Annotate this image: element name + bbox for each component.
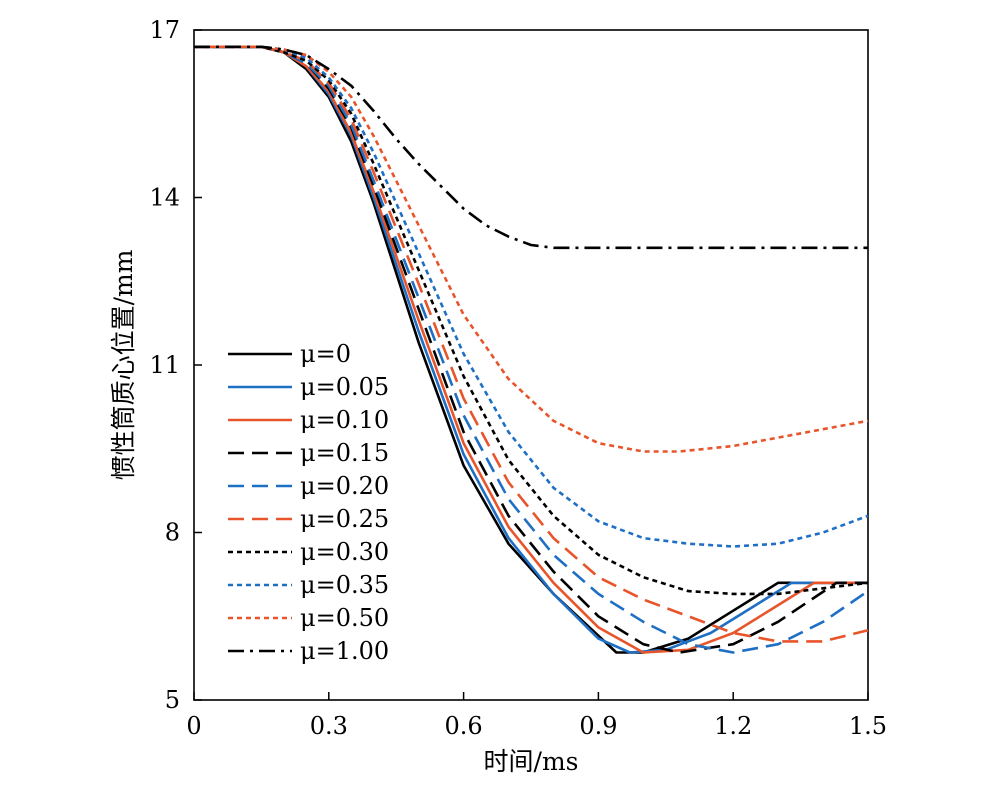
y-tick-label: 11 xyxy=(149,351,180,379)
series-line-8 xyxy=(194,45,869,453)
series-line-9 xyxy=(194,45,868,250)
x-tick-label: 0.3 xyxy=(310,712,348,740)
legend-entry-6: μ=0.30 xyxy=(300,538,389,566)
x-axis-ticks: 0 0.3 0.6 0.9 1.2 1.5 xyxy=(186,692,887,740)
legend-entry-1: μ=0.05 xyxy=(300,373,389,401)
y-tick-label: 5 xyxy=(165,686,180,714)
legend: μ=0 μ=0.05 μ=0.10 μ=0.15 μ=0.20 μ=0.25 μ=0.30 μ… xyxy=(228,340,389,665)
x-tick-label: 0.6 xyxy=(445,712,483,740)
x-axis-label: 时间/ms xyxy=(484,747,579,776)
series-line-4 xyxy=(194,45,869,654)
legend-entry-0: μ=0 xyxy=(300,340,351,368)
series-line-7 xyxy=(194,45,869,548)
legend-entry-5: μ=0.25 xyxy=(300,505,389,533)
series-line-0 xyxy=(194,45,868,654)
x-tick-label: 0 xyxy=(186,712,201,740)
y-tick-label: 17 xyxy=(149,16,180,44)
y-tick-label: 8 xyxy=(165,519,180,547)
x-tick-label: 0.9 xyxy=(579,712,617,740)
y-tick-label: 14 xyxy=(149,184,180,212)
series-line-1 xyxy=(194,45,868,654)
legend-entry-3: μ=0.15 xyxy=(300,439,389,467)
series-line-5 xyxy=(194,45,869,643)
legend-entry-2: μ=0.10 xyxy=(300,406,389,434)
legend-entry-9: μ=1.00 xyxy=(300,637,389,665)
x-tick-label: 1.5 xyxy=(849,712,887,740)
series-line-6 xyxy=(194,45,869,596)
legend-entry-8: μ=0.50 xyxy=(300,604,389,632)
legend-entry-7: μ=0.35 xyxy=(300,571,389,599)
x-tick-label: 1.2 xyxy=(714,712,752,740)
series-line-2 xyxy=(194,45,868,654)
series-lines xyxy=(194,45,869,654)
y-axis-label: 惯性筒质心位置/mm xyxy=(109,249,138,480)
series-line-3 xyxy=(194,45,868,654)
y-axis-ticks: 5 8 11 14 17 xyxy=(149,16,202,714)
legend-entry-4: μ=0.20 xyxy=(300,472,389,500)
